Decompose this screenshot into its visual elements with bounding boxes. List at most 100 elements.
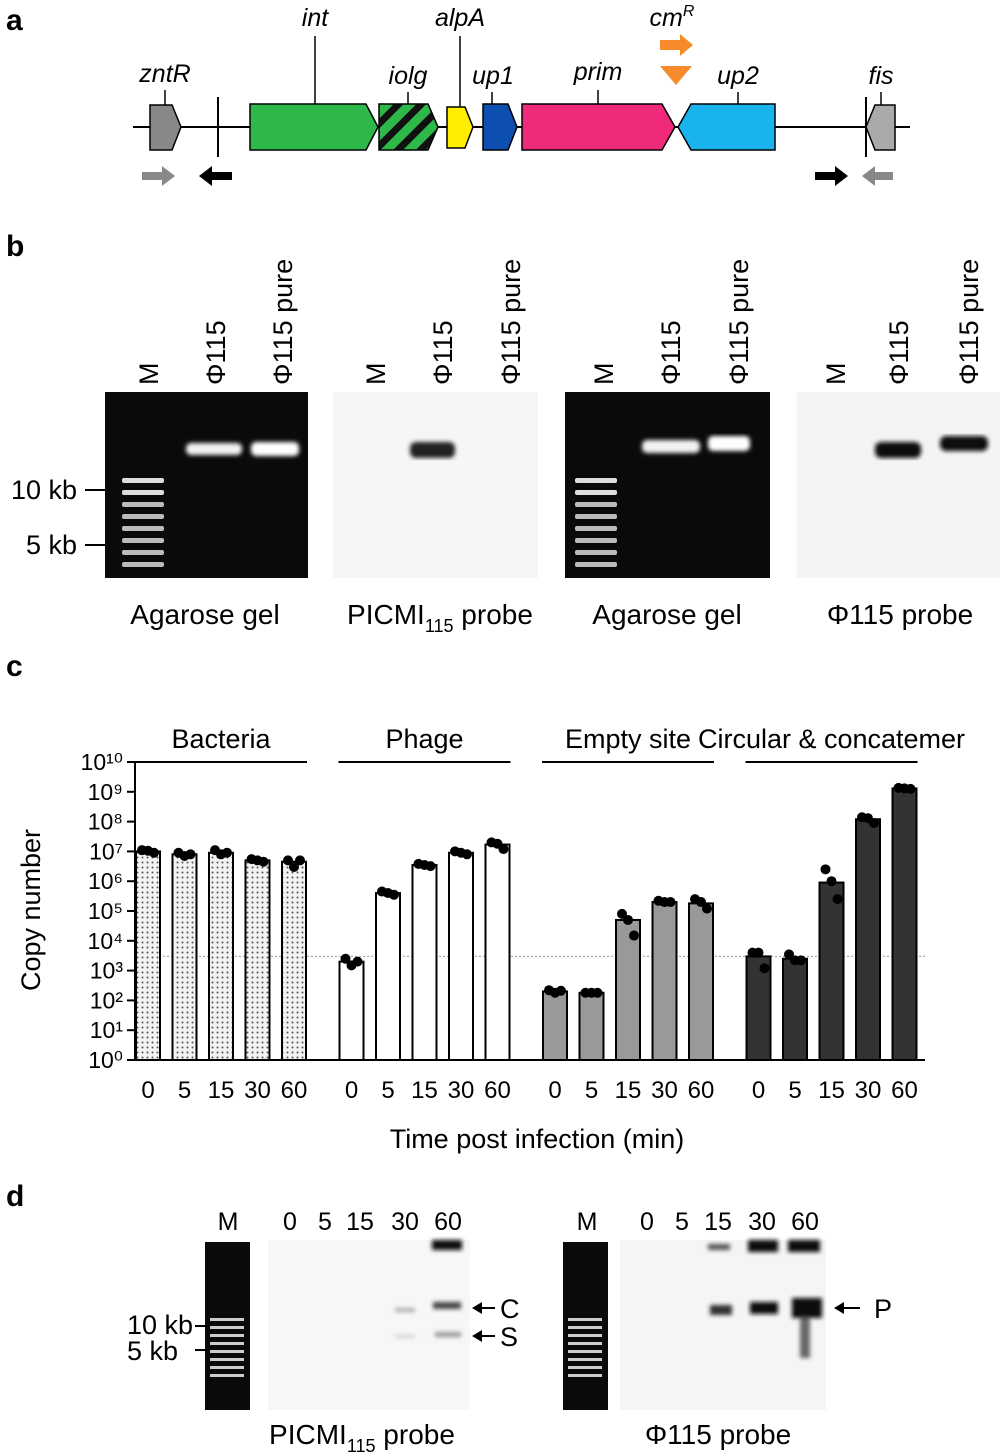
arrow-head xyxy=(472,1330,482,1342)
bar xyxy=(281,860,307,1061)
lane-label: 60 xyxy=(434,1208,462,1236)
cm-insertion xyxy=(660,66,692,85)
arrow-label: C xyxy=(500,1294,520,1324)
bar xyxy=(818,881,845,1062)
y-tick-label: 10⁶ xyxy=(88,868,123,894)
marker-label: 10 kb xyxy=(11,475,77,505)
ladder-band xyxy=(122,490,164,495)
bar xyxy=(448,851,474,1061)
replicate-point xyxy=(149,847,159,858)
caption: Φ115 probe xyxy=(827,599,973,630)
bar xyxy=(375,892,401,1061)
lane-label: Φ115 xyxy=(428,320,458,385)
replicate-point xyxy=(696,897,706,908)
replicate-point xyxy=(389,889,399,900)
gene-label: iolg xyxy=(389,62,428,90)
ladder-band xyxy=(122,478,164,483)
ladder-band xyxy=(210,1350,244,1353)
lane-label: Φ115 pure xyxy=(268,259,298,385)
ladder-band xyxy=(122,502,164,507)
lane-label: 30 xyxy=(391,1208,419,1236)
x-tick-label: 30 xyxy=(855,1077,882,1104)
group-label: Bacteria xyxy=(171,724,271,754)
marker-label: 10 kb xyxy=(127,1310,193,1340)
replicate-point xyxy=(289,861,299,872)
lane-label: 15 xyxy=(704,1208,732,1236)
caption: PICMI115 probe xyxy=(347,599,533,636)
panel-letter: a xyxy=(6,4,23,37)
ladder-band xyxy=(575,514,617,519)
replicate-point xyxy=(905,783,916,794)
bar xyxy=(208,851,234,1061)
ladder-band xyxy=(568,1342,602,1345)
gel xyxy=(105,392,308,578)
replicate-point xyxy=(556,985,566,996)
primer-arrow xyxy=(862,166,893,186)
ladder-band xyxy=(122,550,164,555)
arrow-label: P xyxy=(874,1294,892,1324)
smear xyxy=(800,1318,810,1358)
panel-letter: c xyxy=(6,650,23,683)
ladder-band xyxy=(568,1358,602,1361)
replicate-point xyxy=(462,849,472,860)
ladder-band xyxy=(568,1334,602,1337)
bar xyxy=(171,853,198,1061)
panel-c: c Copy number Time post infection (min) … xyxy=(6,650,965,1154)
lane-label: 5 xyxy=(675,1208,689,1236)
gene-up2 xyxy=(677,103,776,151)
band xyxy=(395,1335,415,1338)
ladder-band xyxy=(210,1334,244,1337)
ladder-band xyxy=(122,514,164,519)
ladder-band xyxy=(210,1366,244,1369)
lane-label: M xyxy=(218,1208,239,1236)
x-tick-label: 60 xyxy=(688,1077,715,1104)
ladder-band xyxy=(575,502,617,507)
caption: Φ115 probe xyxy=(645,1419,791,1450)
caption-rest: probe xyxy=(454,599,533,630)
x-tick-label: 30 xyxy=(651,1077,678,1104)
bar xyxy=(651,901,678,1061)
bands xyxy=(186,436,988,458)
lane-label: Φ115 xyxy=(201,320,231,385)
blot xyxy=(620,1240,826,1410)
panel-a: a zntR int iolg alpA up1 prim up2 fis cm… xyxy=(6,3,910,186)
x-tick-label: 60 xyxy=(484,1077,511,1104)
lane-label: M xyxy=(577,1208,598,1236)
cm-arrow xyxy=(660,34,693,56)
gene-label: int xyxy=(302,4,329,32)
x-tick-label: 60 xyxy=(281,1077,308,1104)
gene-prim xyxy=(521,103,676,151)
x-tick-label: 60 xyxy=(891,1077,918,1104)
x-tick-label: 30 xyxy=(244,1077,271,1104)
band xyxy=(433,1302,461,1309)
y-tick-label: 10¹⁰ xyxy=(81,749,123,775)
gene-label: zntR xyxy=(138,60,190,88)
ladder-band xyxy=(122,562,164,567)
group-label: Circular & concatemer xyxy=(698,724,965,754)
caption-text: Agarose gel xyxy=(130,599,279,630)
ladder-band xyxy=(575,478,617,483)
band xyxy=(708,436,750,451)
x-tick-label: 0 xyxy=(752,1077,765,1104)
lane-label: 0 xyxy=(640,1208,654,1236)
replicate-point xyxy=(702,903,712,914)
ladder-band xyxy=(575,562,617,567)
y-tick-label: 10⁸ xyxy=(88,809,123,835)
replicate-point xyxy=(826,876,837,887)
replicate-point xyxy=(283,855,293,866)
primer-arrow xyxy=(142,166,175,186)
ladder-band xyxy=(210,1342,244,1345)
x-tick-label: 0 xyxy=(141,1077,154,1104)
gene-label: prim xyxy=(573,58,623,86)
arrows xyxy=(472,1302,860,1342)
x-tick-label: 0 xyxy=(548,1077,561,1104)
band xyxy=(788,1240,820,1252)
bar xyxy=(855,818,881,1062)
bar xyxy=(484,843,511,1061)
gene-fis xyxy=(865,104,896,151)
bar xyxy=(411,863,438,1061)
replicate-point xyxy=(222,847,232,858)
ladder-band xyxy=(568,1350,602,1353)
